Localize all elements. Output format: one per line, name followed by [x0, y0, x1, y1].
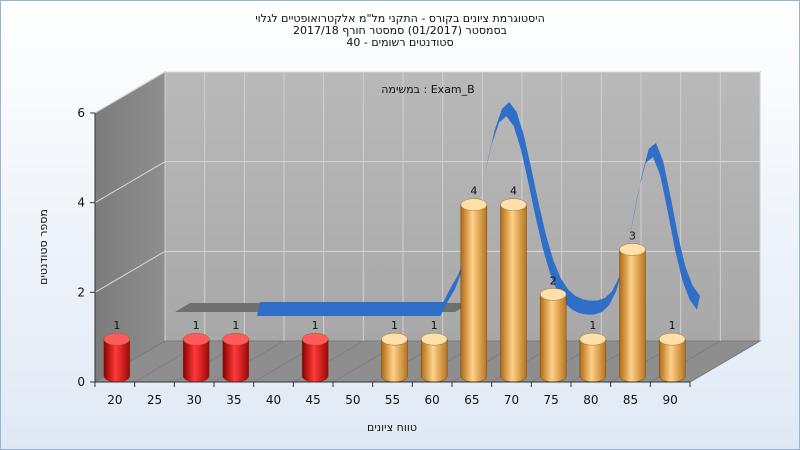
- x-tick-label: 30: [187, 393, 202, 407]
- bar-data-label: 1: [391, 319, 398, 332]
- bar-top: [182, 332, 210, 346]
- bar-body: [381, 338, 408, 383]
- x-tick-label: 50: [345, 393, 360, 407]
- bar: [420, 332, 448, 383]
- bar-body: [500, 204, 527, 383]
- x-tick-label: 35: [226, 393, 241, 407]
- bar: [539, 288, 567, 383]
- bar-body: [658, 338, 686, 383]
- bar-data-label: 1: [232, 319, 239, 332]
- x-axis-label: טווח ציונים: [367, 421, 417, 434]
- floor-gridline: [689, 340, 761, 383]
- bar-body: [460, 204, 488, 383]
- bar-data-label: 4: [470, 185, 477, 198]
- bar-data-label: 1: [669, 319, 676, 332]
- chart-title-line-3: סטודנטים רשומים - 40: [346, 36, 454, 49]
- y-tick-label: 0: [77, 375, 85, 389]
- y-axis-label: מספר סטודנטים: [37, 209, 50, 285]
- bar-body: [619, 249, 646, 383]
- x-tick-label: 80: [583, 393, 598, 407]
- chart-subtitle: במשימה : Exam_B: [381, 83, 474, 96]
- bar-data-label: 4: [510, 185, 517, 198]
- bar-top: [103, 332, 131, 346]
- chart-title-line-1: היסטוגרמת ציונים בקורס - התקני מל"מ אלקט…: [255, 12, 545, 25]
- bar-data-label: 2: [550, 274, 557, 287]
- x-tick-label: 55: [385, 393, 400, 407]
- x-tick-label: 25: [147, 393, 162, 407]
- bar-data-label: 1: [193, 319, 200, 332]
- bar-data-label: 1: [431, 319, 438, 332]
- bar-body: [222, 338, 250, 383]
- bar-top: [539, 288, 567, 301]
- y-tick-label: 6: [77, 106, 85, 120]
- bar-body: [103, 338, 131, 383]
- bar-top: [222, 332, 250, 346]
- gridline-side: [94, 71, 166, 114]
- bar-top: [460, 198, 488, 211]
- bar-body: [420, 338, 448, 383]
- x-tick-label: 65: [464, 393, 479, 407]
- bar-body: [301, 338, 329, 383]
- bar: [500, 198, 527, 383]
- bar: [222, 332, 250, 383]
- bar-top: [658, 332, 686, 346]
- y-tick-label: 2: [77, 285, 85, 299]
- bar: [103, 332, 131, 383]
- gridline-side: [94, 250, 166, 293]
- bar: [381, 332, 408, 383]
- bar-top: [420, 332, 448, 346]
- bar-data-label: 3: [629, 230, 636, 243]
- bar-data-label: 1: [312, 319, 319, 332]
- x-tick-label: 20: [107, 393, 122, 407]
- x-tick-label: 60: [425, 393, 440, 407]
- bar-body: [539, 294, 567, 383]
- bar-body: [579, 338, 607, 383]
- bar: [658, 332, 686, 383]
- x-tick-label: 70: [504, 393, 519, 407]
- x-tick-label: 45: [306, 393, 321, 407]
- bar-top: [500, 198, 527, 211]
- chart-title-line-2: בסמסטר (01/2017) סמסטר חורף 2017/18: [293, 24, 507, 37]
- bar-data-label: 1: [589, 319, 596, 332]
- bar-top: [381, 332, 408, 346]
- bar-body: [182, 338, 210, 383]
- left-wall: [94, 71, 166, 383]
- gridline-side: [94, 161, 166, 204]
- y-tick-label: 4: [77, 196, 85, 210]
- x-tick-label: 40: [266, 393, 281, 407]
- bar: [619, 243, 646, 383]
- x-tick-label: 75: [544, 393, 559, 407]
- x-tick-label: 85: [623, 393, 638, 407]
- bar-top: [301, 332, 329, 346]
- bar-data-label: 1: [113, 319, 120, 332]
- bar: [579, 332, 607, 383]
- bar-top: [579, 332, 607, 346]
- bar: [301, 332, 329, 383]
- bar: [182, 332, 210, 383]
- bar-top: [619, 243, 646, 256]
- bar: [460, 198, 488, 383]
- x-tick-label: 90: [663, 393, 678, 407]
